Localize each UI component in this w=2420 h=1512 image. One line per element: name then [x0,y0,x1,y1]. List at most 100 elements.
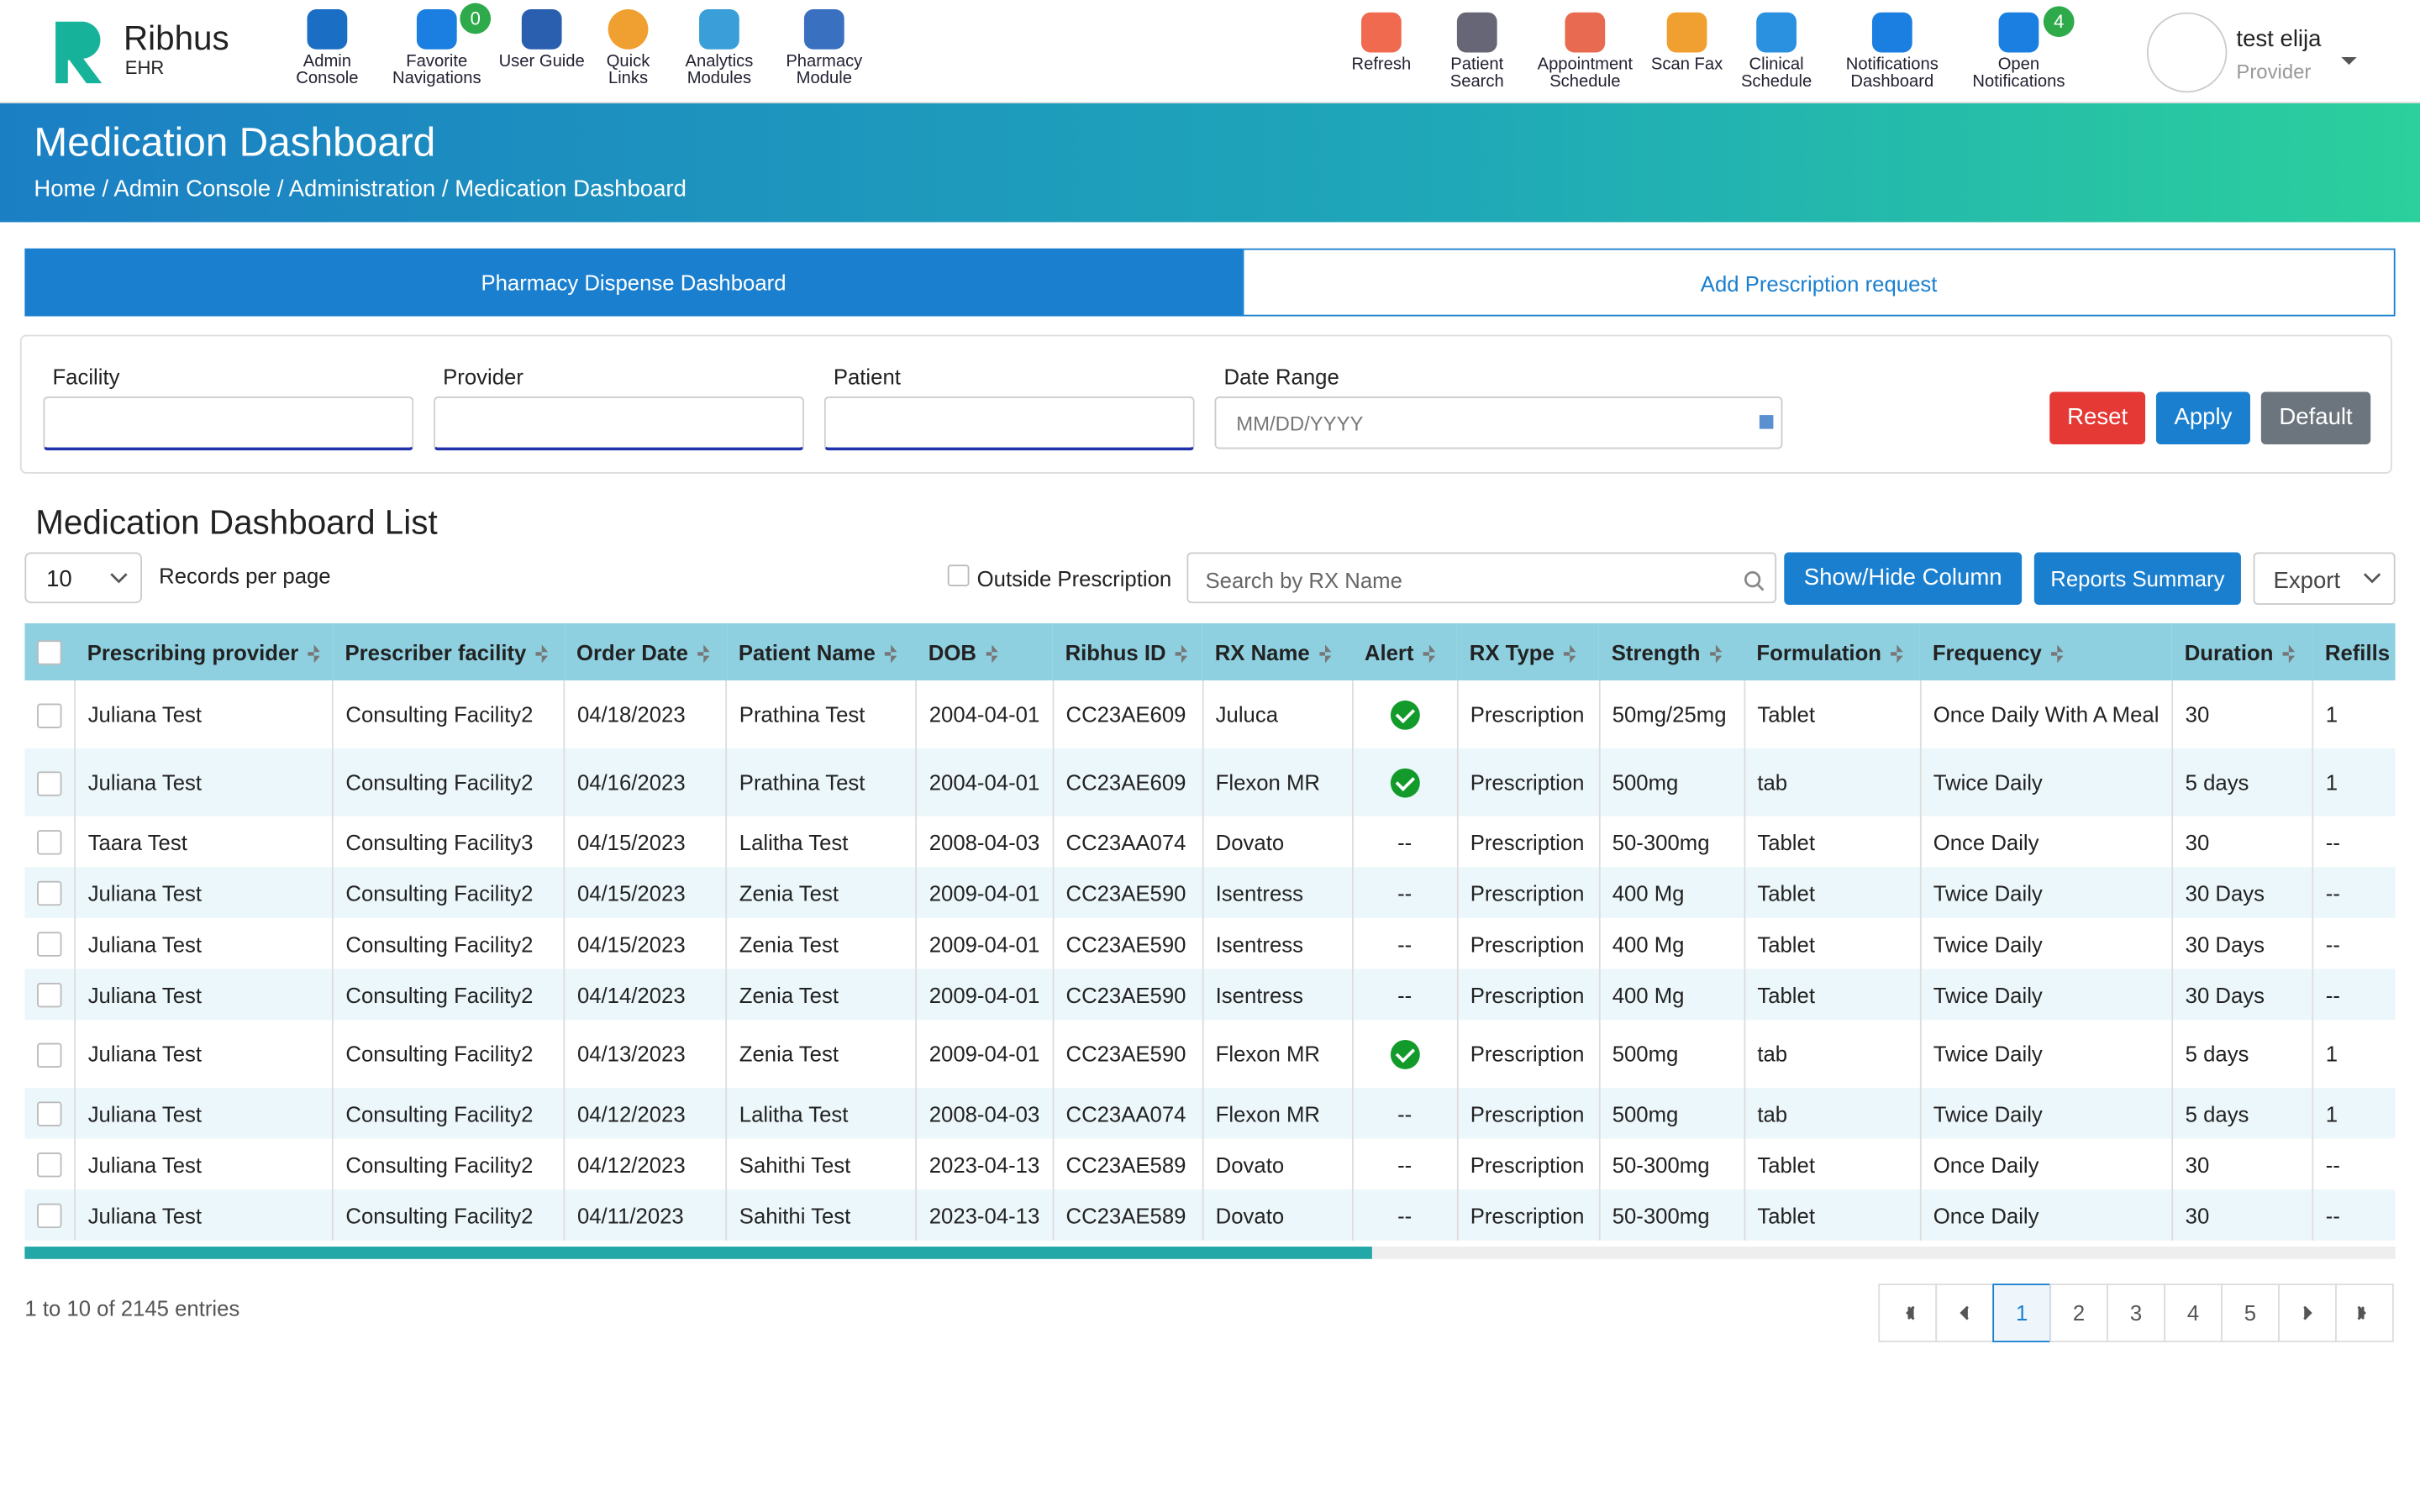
cell: 1 [2312,1020,2395,1088]
header-cell[interactable]: RX Type [1457,623,1599,680]
checkbox[interactable] [37,983,61,1007]
page-button[interactable]: 4 [2164,1284,2223,1342]
filter-button[interactable]: Default [2261,392,2370,444]
checkbox[interactable] [37,1204,61,1228]
top-bar: Ribhus EHR Admin ConsoleFavorite Navigat… [0,0,2420,103]
header-cell[interactable]: Strength [1599,623,1744,680]
check [1395,703,1414,722]
nav-item[interactable]: Pharmacy Module [771,6,876,87]
checkbox[interactable] [37,1102,61,1126]
nav-item[interactable]: Open Notifications4 [1960,9,2078,91]
sort-icon [1891,644,1903,663]
filter-button[interactable]: Apply [2156,392,2250,444]
cell-text: Consulting Facility2 [345,1203,533,1227]
filter-input[interactable] [43,396,413,450]
checkbox[interactable] [37,703,61,727]
table-row: Taara TestConsulting Facility304/15/2023… [24,816,2395,868]
nav-item[interactable]: Clinical Schedule [1728,9,1824,91]
cell-text: 30 Days [2186,880,2265,905]
pager-nav[interactable] [2278,1284,2337,1342]
nav-item[interactable]: Patient Search [1429,9,1525,91]
avatar[interactable] [2147,13,2228,93]
cell: CC23AE609 [1053,748,1202,816]
column-name: Formulation [1756,639,1881,664]
show-hide-button[interactable]: Show/Hide Column [1784,553,2022,605]
nav-item[interactable]: User Guide [494,6,590,87]
header-cell[interactable]: Refills [2312,623,2395,680]
cell: Juliana Test [75,918,333,969]
entries-summary: 1 to 10 of 2145 entries [24,1296,239,1320]
checkbox[interactable] [37,641,61,665]
cell: Taara Test [75,816,333,868]
checkbox[interactable] [37,1042,61,1067]
header-cell[interactable]: RX Name [1202,623,1352,680]
nav-item[interactable]: Refresh [1334,9,1429,91]
nav-item[interactable]: Admin Console [275,6,380,87]
page-button[interactable]: 1 [1992,1284,2051,1342]
header-cell[interactable]: Frequency [1920,623,2172,680]
outside-checkbox[interactable] [948,564,970,586]
checkbox[interactable] [37,771,61,795]
nav-item[interactable]: Scan Fax [1645,9,1728,91]
breadcrumb-item[interactable]: Administration [271,176,435,202]
filter-button[interactable]: Reset [2049,392,2145,444]
header-cell[interactable]: Formulation [1744,623,1920,680]
header-cell[interactable]: Alert [1352,623,1457,680]
header-cell[interactable]: Ribhus ID [1053,623,1202,680]
cell [1352,748,1457,816]
checkbox[interactable] [37,830,61,854]
user-caret[interactable] [2339,55,2358,68]
nav-item[interactable]: Favorite Navigations0 [380,6,494,87]
checkbox[interactable] [37,881,61,906]
cell: 04/12/2023 [564,1139,726,1190]
nav-left: Admin ConsoleFavorite Navigations0User G… [275,6,876,87]
cell: -- [2312,816,2395,868]
pager-nav[interactable] [2335,1284,2394,1342]
header-cell[interactable]: Duration [2172,623,2312,680]
filter-input[interactable]: MM/DD/YYYY [1215,396,1783,449]
header-cell[interactable]: DOB [916,623,1053,680]
cell: -- [1352,969,1457,1020]
cell-text: 400 Mg [1612,982,1685,1006]
cell: tab [1744,748,1920,816]
export-button[interactable]: Export [2254,553,2396,605]
scrollbar-thumb[interactable] [24,1247,1371,1259]
pager-nav[interactable] [1878,1284,1937,1342]
checkbox[interactable] [37,1152,61,1177]
breadcrumb-item[interactable]: Admin Console [96,176,271,202]
header-cell[interactable]: Patient Name [726,623,916,680]
cell: Consulting Facility3 [333,816,565,868]
header-cell[interactable]: Order Date [564,623,726,680]
cell: 1 [2312,1088,2395,1139]
cell-text: CC23AE589 [1065,1152,1186,1176]
page-size-select[interactable]: 10 [24,553,142,604]
checkbox[interactable] [37,932,61,957]
cell: 5 days [2172,748,2312,816]
search-icon [1744,571,1765,591]
tab-active[interactable]: Pharmacy Dispense Dashboard [24,249,1242,317]
cell: 50mg/25mg [1599,680,1744,748]
cell: Lalitha Test [726,1088,916,1139]
header-cell[interactable]: Prescriber facility [333,623,565,680]
nav-item[interactable]: Analytics Modules [666,6,771,87]
table-row: Juliana TestConsulting Facility204/13/20… [24,1020,2395,1088]
column-name: Alert [1365,639,1414,664]
tab[interactable]: Add Prescription request [1243,249,2396,317]
cell-text: 400 Mg [1612,880,1685,905]
nav-item[interactable]: Appointment Schedule [1525,9,1645,91]
page-button[interactable]: 2 [2049,1284,2108,1342]
cell-text: Flexon MR [1216,1042,1320,1066]
filter-input[interactable] [824,396,1195,450]
pager-nav[interactable] [1935,1284,1994,1342]
search-box[interactable]: Search by RX Name [1186,553,1776,604]
breadcrumb-item[interactable]: Home [34,176,95,202]
nav-item[interactable]: Quick Links [590,6,667,87]
header-cell[interactable]: Prescribing provider [75,623,333,680]
nav-item[interactable]: Notifications Dashboard [1824,9,1960,91]
page-button[interactable]: 3 [2107,1284,2165,1342]
sort-icon [1176,644,1188,663]
page-button[interactable]: 5 [2221,1284,2280,1342]
filter-input[interactable] [434,396,804,450]
reports-button[interactable]: Reports Summary [2034,553,2241,605]
